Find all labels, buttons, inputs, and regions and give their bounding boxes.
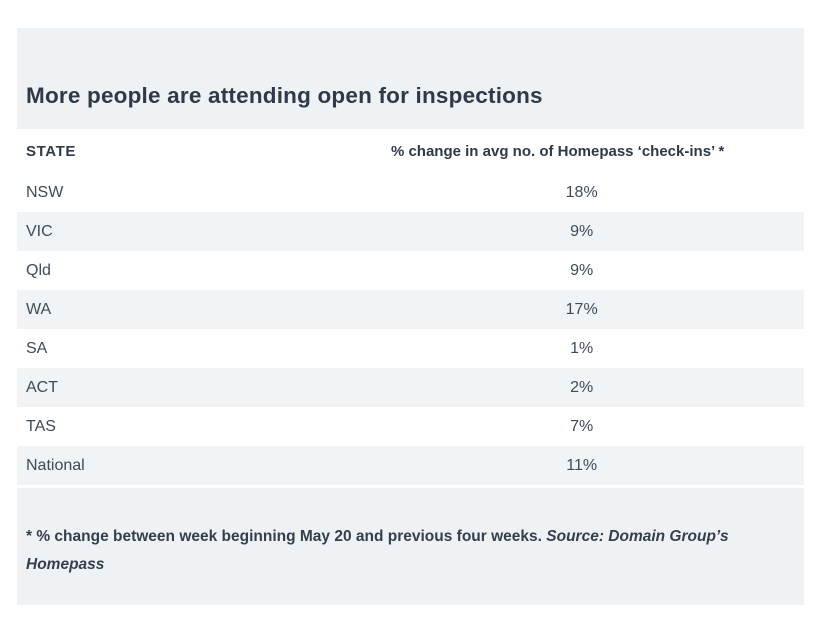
state-label: SA [26,339,48,357]
column-header-state: STATE [26,142,76,160]
table-row: NSW 18% [17,173,804,212]
value-label: 1% [570,339,594,357]
column-header-value: % change in avg no. of Homepass ‘check-i… [390,142,725,160]
footnote-band: * % change between week beginning May 20… [17,488,804,605]
table-row: WA 17% [17,290,804,329]
table-row: Qld 9% [17,251,804,290]
table-row: National 11% [17,446,804,485]
title-band: More people are attending open for inspe… [17,28,804,129]
state-label: ACT [26,378,58,396]
table-row: ACT 2% [17,368,804,407]
table-row: VIC 9% [17,212,804,251]
state-label: NSW [26,183,64,201]
state-label: National [26,456,85,474]
footnote-source: Source: Domain Group’s Homepass [26,528,729,573]
value-label: 18% [565,183,598,201]
footnote: * % change between week beginning May 20… [26,523,766,579]
table-row: TAS 7% [17,407,804,446]
inspections-table: STATE % change in avg no. of Homepass ‘c… [17,129,804,485]
value-label: 17% [565,300,598,318]
value-label: 9% [570,261,594,279]
footnote-note: * % change between week beginning May 20… [26,528,547,545]
value-label: 2% [570,378,594,396]
table-row: SA 1% [17,329,804,368]
state-label: WA [26,300,52,318]
value-label: 7% [570,417,594,435]
page-title: More people are attending open for inspe… [26,83,543,108]
state-label: TAS [26,417,56,435]
table-header-row: STATE % change in avg no. of Homepass ‘c… [17,129,804,173]
state-label: VIC [26,222,53,240]
state-label: Qld [26,261,51,279]
value-label: 11% [566,456,598,474]
value-label: 9% [570,222,594,240]
